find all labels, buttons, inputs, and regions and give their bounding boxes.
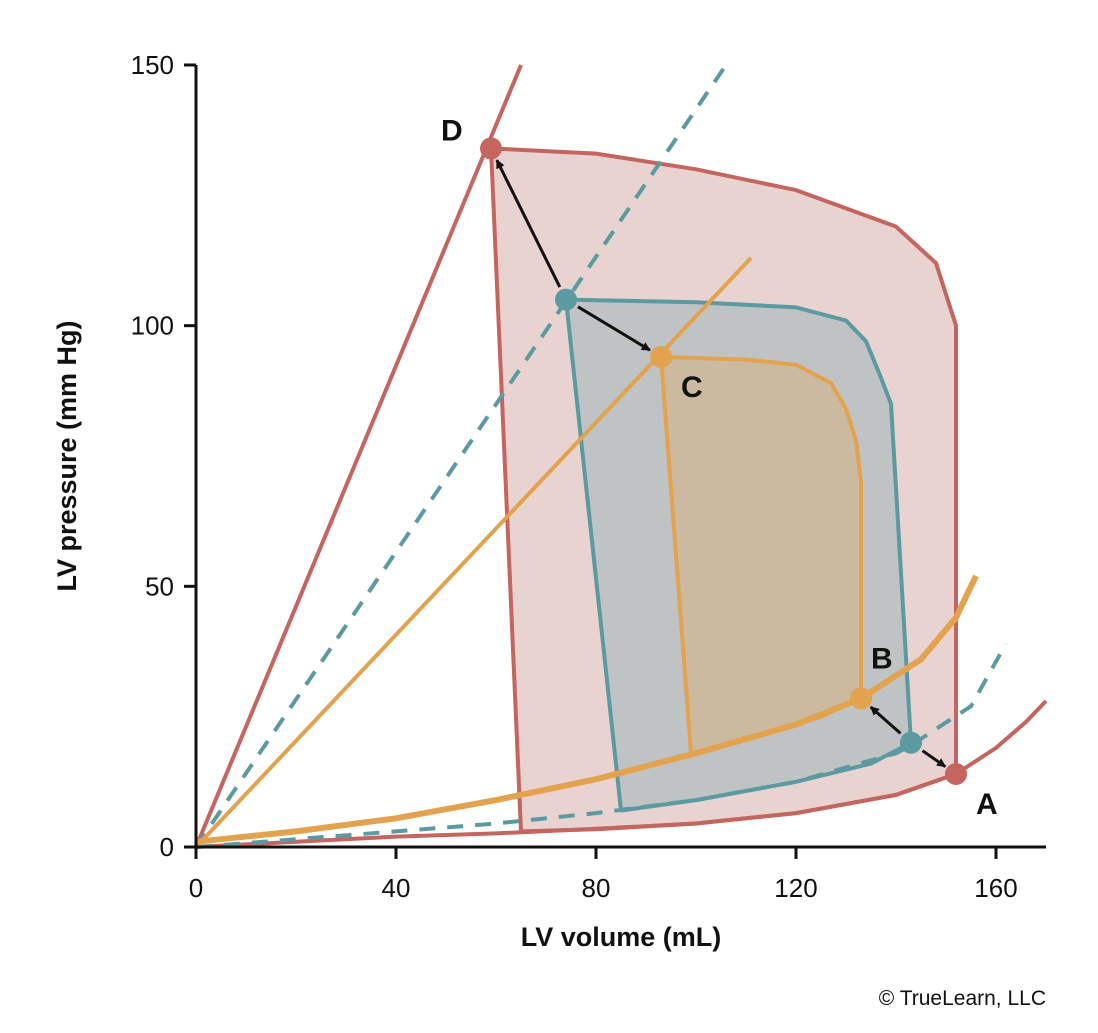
x-tick-label: 0 xyxy=(189,873,203,903)
point-b xyxy=(850,687,872,710)
shift-arrow-0 xyxy=(495,159,562,288)
point-d xyxy=(480,137,502,160)
pv-loop-orange xyxy=(659,354,863,756)
x-tick-label: 40 xyxy=(382,873,411,903)
edpvr-curve-orange xyxy=(195,574,979,845)
pv-loops xyxy=(489,146,958,834)
point-label-a: A xyxy=(976,788,998,821)
point-teal-5 xyxy=(900,731,922,754)
state-points: A B C D xyxy=(441,114,998,821)
point-c xyxy=(650,345,672,368)
x-tick-label: 80 xyxy=(582,873,611,903)
espvr-line-teal xyxy=(194,63,728,849)
espvr-line-red xyxy=(194,64,523,848)
y-tick-label: 100 xyxy=(131,311,174,341)
x-tick-label: 120 xyxy=(774,873,817,903)
x-axis-title: LV volume (mL) xyxy=(521,922,722,952)
shift-arrow-3 xyxy=(921,749,947,768)
point-label-b: B xyxy=(871,642,893,675)
y-tick-label: 0 xyxy=(160,832,174,862)
x-tick-label: 160 xyxy=(974,873,1017,903)
point-teal-4 xyxy=(555,288,577,311)
y-tick-label: 150 xyxy=(131,50,174,80)
shift-arrow-1 xyxy=(577,305,651,352)
edpvr-curve-red xyxy=(195,699,1048,849)
point-label-d: D xyxy=(441,114,463,147)
copyright-credit: © TrueLearn, LLC xyxy=(879,987,1046,1010)
y-tick-label: 50 xyxy=(145,571,174,601)
shift-arrow-2 xyxy=(869,705,902,735)
point-a xyxy=(945,763,967,785)
y-axis-title: LV pressure (mm Hg) xyxy=(52,320,82,591)
point-label-c: C xyxy=(681,371,703,404)
axes: 0 40 80 120 160 0 50 100 150 xyxy=(131,50,1046,903)
shift-arrows xyxy=(495,159,947,768)
